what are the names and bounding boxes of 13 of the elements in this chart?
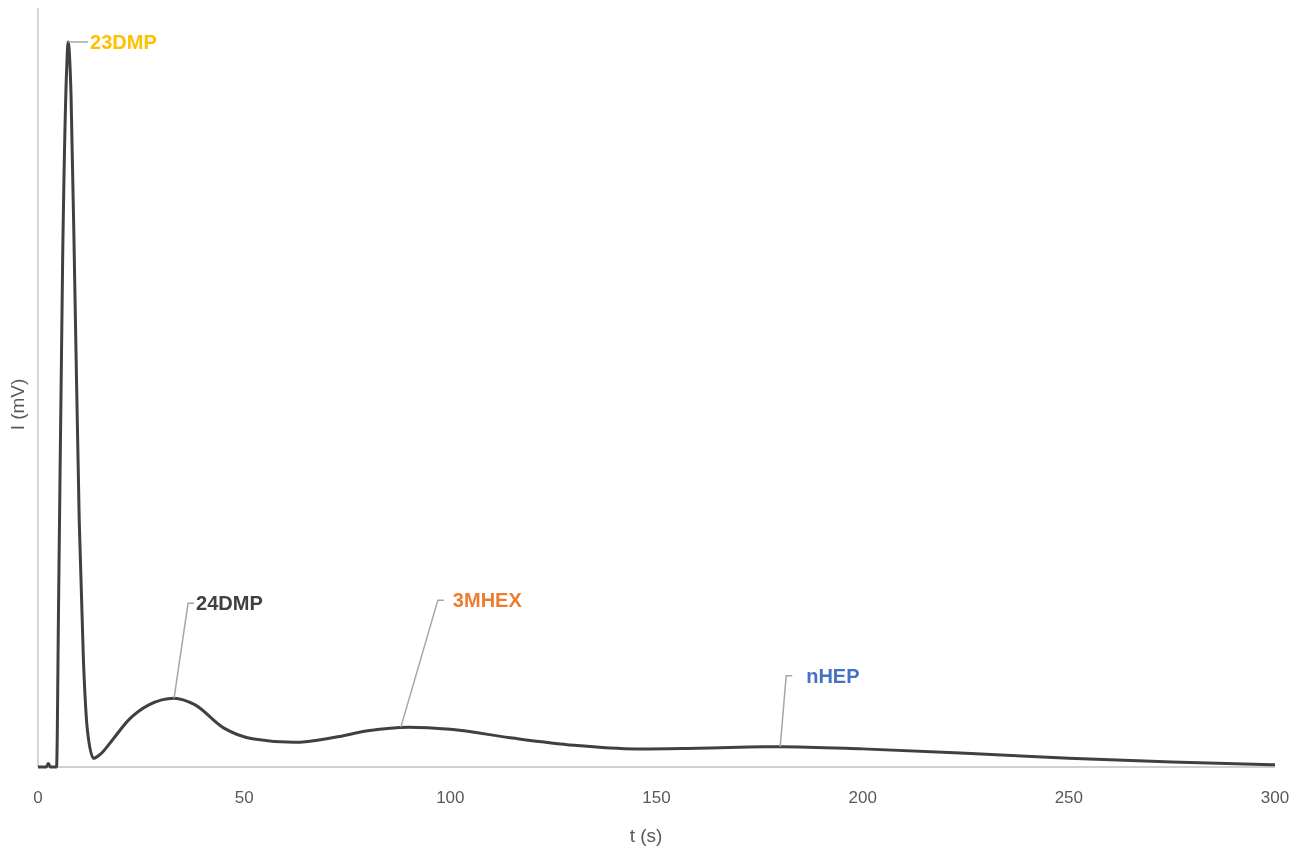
y-axis-title: I (mV): [7, 378, 28, 431]
annotation: nHEP: [806, 664, 860, 687]
x-tick-label: 50: [234, 788, 254, 807]
x-tick-label: 200: [848, 788, 877, 807]
annotation: 24DMP: [196, 592, 263, 615]
x-tick-label: 150: [642, 788, 671, 807]
x-tick-label: 250: [1054, 788, 1084, 807]
annotation: 23DMP: [90, 31, 157, 53]
x-tick-label: 300: [1260, 788, 1290, 807]
x-axis-title: t (s): [629, 825, 663, 846]
x-tick-label: 0: [33, 788, 43, 807]
x-tick-label: 100: [436, 788, 465, 807]
annotation: 3MHEX: [452, 589, 523, 612]
